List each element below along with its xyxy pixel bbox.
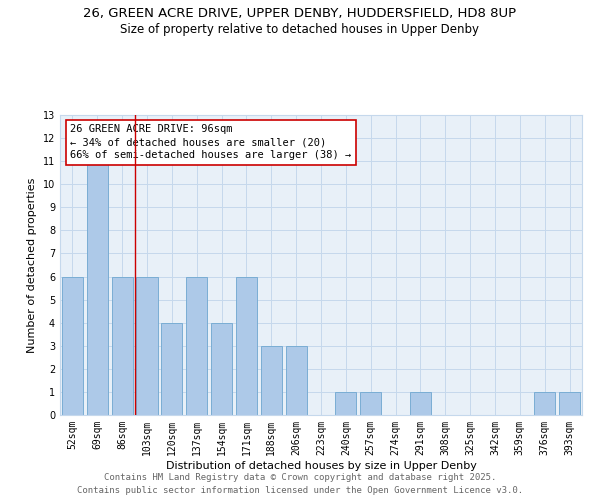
Bar (360, 392, 381, 415)
Text: Size of property relative to detached houses in Upper Denby: Size of property relative to detached ho… (121, 22, 479, 36)
Bar (112, 276, 133, 415)
Bar (335, 392, 356, 415)
Bar (211, 322, 232, 415)
Bar (236, 276, 257, 415)
Bar (286, 346, 307, 415)
Text: 26, GREEN ACRE DRIVE, UPPER DENBY, HUDDERSFIELD, HD8 8UP: 26, GREEN ACRE DRIVE, UPPER DENBY, HUDDE… (83, 8, 517, 20)
Bar (410, 392, 431, 415)
Bar (534, 392, 555, 415)
Y-axis label: Number of detached properties: Number of detached properties (27, 178, 37, 352)
Bar (186, 276, 207, 415)
Bar (87, 161, 108, 415)
Bar (161, 322, 182, 415)
Bar (559, 392, 580, 415)
Text: Contains HM Land Registry data © Crown copyright and database right 2025.
Contai: Contains HM Land Registry data © Crown c… (77, 474, 523, 495)
Bar (136, 276, 158, 415)
Bar (261, 346, 282, 415)
Text: 26 GREEN ACRE DRIVE: 96sqm
← 34% of detached houses are smaller (20)
66% of semi: 26 GREEN ACRE DRIVE: 96sqm ← 34% of deta… (70, 124, 352, 160)
Bar (62, 276, 83, 415)
X-axis label: Distribution of detached houses by size in Upper Denby: Distribution of detached houses by size … (166, 460, 476, 470)
